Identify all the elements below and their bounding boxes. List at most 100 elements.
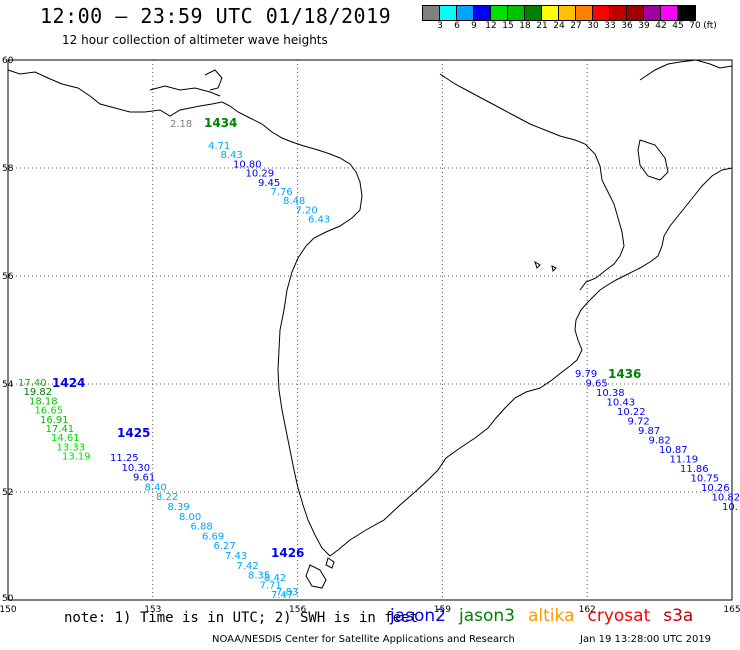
pass-number-label: 1424 xyxy=(52,376,85,390)
wave-height-value: 6.88 xyxy=(191,522,213,533)
color-scale-label: 39 xyxy=(638,21,650,31)
wave-height-value: 8.22 xyxy=(156,492,178,503)
color-swatch xyxy=(508,6,525,20)
longitude-label: 162 xyxy=(579,605,596,615)
wave-height-value: 8.42 xyxy=(264,573,286,584)
coast-kamchatka-west xyxy=(277,245,339,557)
color-scale-label: 12 xyxy=(485,21,497,31)
wave-height-value: 19.82 xyxy=(24,387,53,398)
satellite-name: s3a xyxy=(663,606,694,626)
map-panel: 14342.184.718.4310.8010.299.457.768.487.… xyxy=(0,56,740,615)
color-swatch xyxy=(644,6,661,20)
wave-height-value: 14.61 xyxy=(51,433,80,444)
wave-height-value: 17.40 xyxy=(18,378,47,389)
altimeter-tracks: 14342.184.718.4310.8010.299.457.768.487.… xyxy=(18,116,740,601)
wave-height-value: 6.43 xyxy=(308,215,330,226)
wave-height-value: 10.26 xyxy=(701,483,730,494)
color-scale-label: 3 xyxy=(437,21,443,31)
color-swatch xyxy=(440,6,457,20)
coast-magadan-peninsula xyxy=(204,69,223,91)
wave-height-value: 8.39 xyxy=(168,502,190,513)
wave-height-value: 11.86 xyxy=(680,464,709,475)
island-small-2 xyxy=(551,265,557,273)
color-scale-label: 18 xyxy=(519,21,531,31)
map-subtitle: 12 hour collection of altimeter wave hei… xyxy=(62,33,328,47)
wave-height-value: 10. xyxy=(722,502,738,513)
wave-height-value: 11.19 xyxy=(670,455,699,466)
wave-height-value: 10.30 xyxy=(122,463,151,474)
latitude-label: 60 xyxy=(2,56,14,66)
coast-north-okhotsk xyxy=(7,69,363,247)
color-swatch xyxy=(661,6,678,20)
color-scale-label: 15 xyxy=(502,21,514,31)
wave-height-value: 8.00 xyxy=(179,512,201,523)
satellite-name: jason2 xyxy=(390,606,446,626)
wave-height-value: 16.65 xyxy=(35,406,64,417)
wave-height-value: 10.38 xyxy=(596,388,625,399)
color-swatch xyxy=(559,6,576,20)
color-scale-unit: (ft) xyxy=(703,21,717,31)
graticule xyxy=(8,60,732,600)
color-swatch xyxy=(678,6,695,20)
color-scale-label: 33 xyxy=(604,21,616,31)
wave-height-value: 4.71 xyxy=(208,141,230,152)
satellite-name: cryosat xyxy=(587,606,651,626)
color-scale-label: 6 xyxy=(454,21,460,31)
latitude-label: 58 xyxy=(2,164,14,174)
wave-height-value: 8.43 xyxy=(221,150,243,161)
wave-height-value: 10.22 xyxy=(617,407,646,418)
wave-height-value: 7.83 xyxy=(276,587,298,598)
satellite-name: jason3 xyxy=(459,606,515,626)
coast-taui-bay xyxy=(149,85,221,97)
latitude-label: 54 xyxy=(2,380,14,390)
color-swatch xyxy=(542,6,559,20)
wave-height-value: 7.71 xyxy=(260,580,282,591)
color-swatch xyxy=(423,6,440,20)
wave-height-value: 10.80 xyxy=(233,159,262,170)
wave-height-value: 7.47 xyxy=(271,590,293,601)
wave-height-value: 9.82 xyxy=(649,436,671,447)
island-small-1 xyxy=(534,260,541,269)
coast-northeast-upper xyxy=(639,59,733,81)
longitude-label: 159 xyxy=(434,605,451,615)
wave-height-value: 9.65 xyxy=(586,379,608,390)
pass-number-label: 1436 xyxy=(608,367,641,381)
wave-height-value: 7.20 xyxy=(296,205,318,216)
coastline xyxy=(7,59,733,589)
color-scale-bar xyxy=(422,5,696,21)
color-scale-label: 27 xyxy=(570,21,582,31)
color-swatch xyxy=(576,6,593,20)
wave-height-value: 8.48 xyxy=(283,196,305,207)
wave-height-value: 9.45 xyxy=(258,178,280,189)
longitude-label: 153 xyxy=(144,605,161,615)
wave-height-value: 16.91 xyxy=(40,415,69,426)
color-swatch xyxy=(525,6,542,20)
color-scale-label: 70 xyxy=(689,21,701,31)
satellite-name: altika xyxy=(528,606,575,626)
wave-height-value: 10.87 xyxy=(659,445,688,456)
color-swatch xyxy=(457,6,474,20)
color-swatch xyxy=(593,6,610,20)
coast-northeast xyxy=(439,73,625,291)
wave-height-value: 10.29 xyxy=(246,169,275,180)
wave-height-value: 11.25 xyxy=(110,453,139,464)
color-scale-label: 24 xyxy=(553,21,565,31)
credit-line: NOAA/NESDIS Center for Satellite Applica… xyxy=(212,634,515,645)
wave-height-value: 7.76 xyxy=(271,187,293,198)
wave-height-value: 9.72 xyxy=(628,417,650,428)
wave-height-value: 2.18 xyxy=(170,119,192,130)
wave-height-value: 9.79 xyxy=(575,369,597,380)
wave-height-value: 9.61 xyxy=(133,473,155,484)
wave-height-value: 7.43 xyxy=(225,551,247,562)
pass-number-label: 1426 xyxy=(271,546,304,560)
color-scale-label: 45 xyxy=(672,21,684,31)
island-shumshu xyxy=(325,557,335,569)
color-swatch xyxy=(610,6,627,20)
wave-height-value: 10.82 xyxy=(712,493,740,504)
longitude-label: 156 xyxy=(289,605,306,615)
latitude-label: 52 xyxy=(2,488,13,498)
latitude-label: 56 xyxy=(2,272,14,282)
wave-height-value: 7.42 xyxy=(237,561,259,572)
wave-height-value: 6.69 xyxy=(202,531,224,542)
wave-height-value: 18.18 xyxy=(29,396,58,407)
